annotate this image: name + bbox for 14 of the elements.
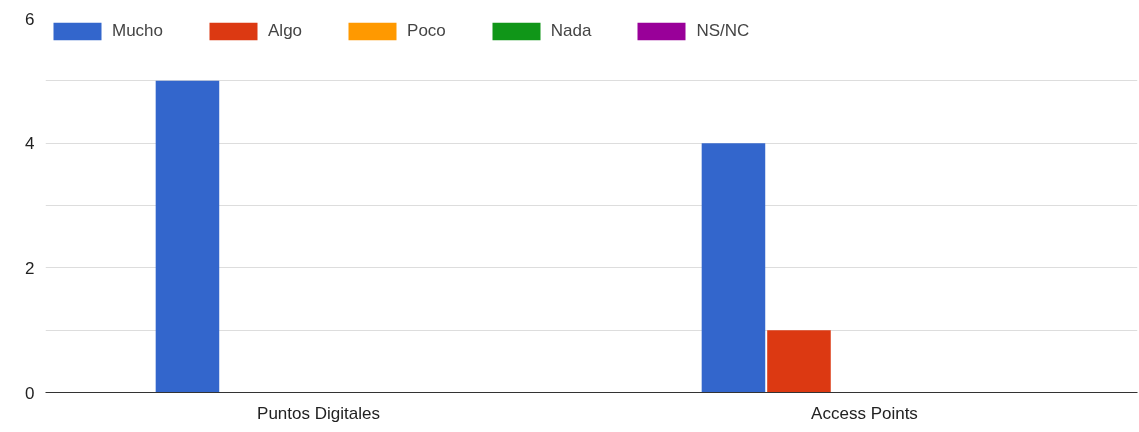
y-tick-label: 6 bbox=[25, 9, 35, 29]
bar bbox=[701, 143, 766, 393]
x-tick-label: Puntos Digitales bbox=[257, 403, 380, 423]
y-tick-label: 2 bbox=[25, 258, 35, 278]
y-tick-label: 0 bbox=[25, 383, 35, 403]
legend-label: Mucho bbox=[112, 21, 164, 41]
legend-label: Poco bbox=[407, 21, 446, 41]
legend-label: NS/NC bbox=[696, 21, 750, 41]
legend-label: Algo bbox=[268, 21, 303, 41]
bar bbox=[767, 330, 831, 393]
x-tick-label: Access Points bbox=[811, 403, 918, 423]
bar bbox=[155, 80, 220, 393]
legend-label: Nada bbox=[550, 21, 592, 41]
y-tick-label: 4 bbox=[25, 134, 35, 154]
